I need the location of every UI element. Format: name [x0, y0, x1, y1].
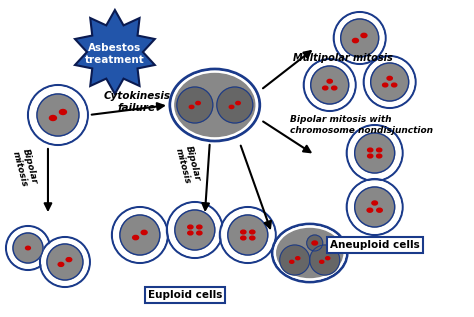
Circle shape [336, 14, 383, 62]
Ellipse shape [26, 246, 30, 250]
Ellipse shape [250, 236, 255, 240]
Circle shape [349, 127, 401, 179]
Ellipse shape [188, 225, 193, 229]
Ellipse shape [353, 38, 358, 43]
Ellipse shape [141, 230, 147, 235]
Ellipse shape [197, 225, 202, 229]
Ellipse shape [327, 79, 332, 83]
Circle shape [311, 66, 349, 104]
Ellipse shape [383, 83, 388, 87]
Ellipse shape [367, 154, 373, 158]
Circle shape [280, 245, 310, 275]
Circle shape [8, 228, 48, 268]
Ellipse shape [250, 230, 255, 234]
Ellipse shape [367, 148, 373, 152]
Circle shape [175, 210, 215, 250]
Ellipse shape [274, 226, 345, 280]
Ellipse shape [296, 257, 300, 260]
Ellipse shape [361, 33, 367, 38]
Ellipse shape [377, 208, 382, 212]
Circle shape [37, 94, 79, 136]
Ellipse shape [196, 101, 201, 105]
Circle shape [217, 87, 253, 123]
Circle shape [114, 209, 166, 261]
Circle shape [222, 209, 274, 261]
Ellipse shape [175, 74, 255, 137]
Circle shape [169, 204, 221, 256]
Circle shape [307, 235, 323, 251]
Circle shape [341, 19, 379, 57]
Circle shape [349, 181, 401, 233]
Ellipse shape [312, 241, 318, 245]
Circle shape [13, 233, 43, 263]
Circle shape [47, 244, 83, 280]
Text: Bipolar
mitosis: Bipolar mitosis [11, 148, 39, 188]
Ellipse shape [241, 236, 246, 240]
Circle shape [366, 58, 414, 106]
Ellipse shape [197, 231, 202, 235]
Ellipse shape [372, 201, 377, 205]
Ellipse shape [387, 76, 392, 80]
Ellipse shape [189, 105, 194, 109]
Ellipse shape [241, 230, 246, 234]
Ellipse shape [66, 258, 72, 262]
Circle shape [371, 63, 409, 101]
Ellipse shape [332, 86, 337, 90]
Text: Asbestos
treatment: Asbestos treatment [85, 43, 145, 65]
Ellipse shape [323, 86, 328, 90]
Text: Multipolar mitosis: Multipolar mitosis [293, 53, 392, 63]
Ellipse shape [326, 257, 330, 260]
Ellipse shape [133, 236, 138, 240]
Ellipse shape [236, 101, 240, 105]
Polygon shape [75, 10, 155, 94]
Circle shape [306, 61, 354, 109]
Circle shape [120, 215, 160, 255]
Ellipse shape [49, 115, 56, 120]
Ellipse shape [290, 260, 294, 263]
Ellipse shape [229, 105, 234, 109]
Circle shape [42, 239, 88, 285]
Text: Bipolar mitosis with
chromosome nondisjunction: Bipolar mitosis with chromosome nondisju… [290, 115, 433, 135]
Text: Euploid cells: Euploid cells [148, 290, 222, 300]
Circle shape [355, 187, 395, 227]
Circle shape [310, 245, 340, 275]
Text: Cytokinesis
failure: Cytokinesis failure [103, 91, 170, 113]
Ellipse shape [319, 260, 324, 263]
Ellipse shape [59, 109, 66, 114]
Circle shape [30, 87, 86, 143]
Ellipse shape [392, 83, 397, 87]
Ellipse shape [367, 208, 373, 212]
Ellipse shape [376, 154, 382, 158]
Ellipse shape [173, 72, 257, 139]
Circle shape [228, 215, 268, 255]
Ellipse shape [58, 262, 64, 266]
Ellipse shape [376, 148, 382, 152]
Circle shape [177, 87, 213, 123]
Circle shape [355, 133, 395, 173]
Ellipse shape [277, 229, 343, 277]
Ellipse shape [188, 231, 193, 235]
Text: Bipolar
mitosis: Bipolar mitosis [173, 145, 202, 185]
Text: Aneuploid cells: Aneuploid cells [330, 240, 419, 250]
